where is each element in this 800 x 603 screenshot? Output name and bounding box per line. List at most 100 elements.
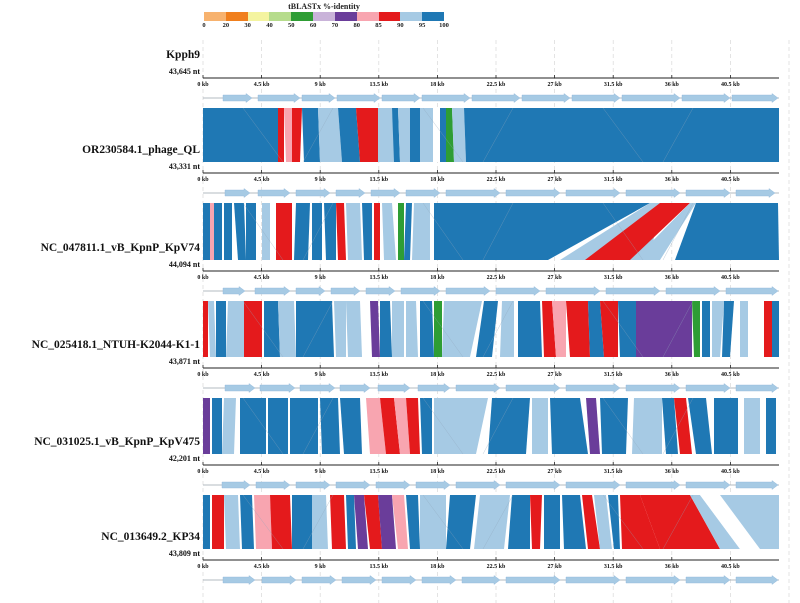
gene-arrow bbox=[625, 383, 681, 393]
legend-tick-label: 20 bbox=[222, 22, 230, 29]
genome-track: NC_047811.1_vB_KpnP_KpV74 44,094 nt 0 kb 4.… bbox=[41, 242, 779, 296]
axis-tick-label: 13.5 kb bbox=[369, 275, 388, 281]
similarity-band bbox=[290, 398, 318, 454]
hit-line bbox=[662, 494, 694, 550]
similarity-band bbox=[632, 398, 662, 454]
similarity-band bbox=[374, 203, 380, 260]
axis-tick-label: 13.5 kb bbox=[369, 564, 388, 570]
legend-swatch bbox=[422, 12, 444, 21]
similarity-band bbox=[420, 495, 446, 549]
similarity-band bbox=[312, 495, 328, 549]
gene-arrow bbox=[461, 575, 501, 585]
similarity-band bbox=[338, 108, 360, 162]
similarity-band bbox=[340, 398, 362, 454]
gene-arrow bbox=[341, 575, 377, 585]
gene-arrow bbox=[261, 575, 297, 585]
hit-line bbox=[422, 494, 464, 550]
genome-length: 43,809 nt bbox=[169, 549, 200, 558]
similarity-band bbox=[550, 398, 588, 454]
gene-arrow bbox=[381, 93, 421, 103]
hit-line bbox=[602, 300, 644, 358]
similarity-band bbox=[690, 495, 740, 549]
similarity-band bbox=[434, 301, 442, 357]
similarity-band bbox=[530, 495, 542, 549]
legend-tick-label: 85 bbox=[375, 22, 382, 29]
gene-arrow bbox=[625, 480, 681, 490]
similarity-band bbox=[208, 301, 216, 357]
genome-length: 44,094 nt bbox=[169, 260, 200, 269]
gene-arrow bbox=[735, 480, 779, 490]
similarity-band bbox=[240, 398, 266, 454]
axis-tick-label: 31.5 kb bbox=[604, 177, 623, 183]
similarity-band bbox=[434, 203, 650, 260]
similarity-band bbox=[318, 108, 342, 162]
gene-arrow bbox=[295, 188, 331, 198]
gene-arrow bbox=[521, 93, 571, 103]
similarity-band bbox=[346, 301, 362, 357]
similarity-band bbox=[588, 301, 604, 357]
similarity-band bbox=[720, 495, 779, 549]
hit-line bbox=[302, 300, 334, 358]
gene-arrow bbox=[381, 575, 417, 585]
hit-line bbox=[482, 300, 514, 358]
similarity-band bbox=[446, 495, 476, 549]
gene-arrow bbox=[505, 575, 561, 585]
gene-arrow bbox=[400, 286, 441, 296]
similarity-band bbox=[334, 301, 346, 357]
legend-swatch bbox=[269, 12, 292, 21]
gene-arrow bbox=[255, 480, 291, 490]
gene-arrow bbox=[365, 286, 396, 296]
axis-tick-label: 40.5 kb bbox=[721, 469, 740, 475]
gene-arrow bbox=[257, 188, 291, 198]
similarity-band bbox=[420, 301, 434, 357]
gene-arrow bbox=[681, 93, 731, 103]
gene-arrow bbox=[421, 93, 471, 103]
hit-line bbox=[602, 494, 644, 550]
axis-tick-label: 40.5 kb bbox=[721, 82, 740, 88]
axis-tick-label: 27 kb bbox=[548, 177, 563, 183]
similarity-band bbox=[210, 203, 214, 260]
similarity-band bbox=[406, 398, 420, 454]
gene-arrow bbox=[445, 188, 501, 198]
legend-tick-label: 40 bbox=[266, 22, 273, 29]
gene-arrow bbox=[295, 480, 331, 490]
gene-arrow bbox=[222, 286, 246, 296]
gene-arrow bbox=[471, 93, 521, 103]
gene-arrow bbox=[625, 188, 681, 198]
similarity-band bbox=[312, 203, 322, 260]
genome-name: OR230584.1_phage_QL bbox=[82, 144, 200, 156]
gene-arrow bbox=[421, 575, 457, 585]
similarity-band bbox=[380, 398, 400, 454]
similarity-band bbox=[264, 301, 280, 357]
legend-tick-label: 50 bbox=[288, 22, 295, 29]
axis-tick-label: 4.5 kb bbox=[254, 564, 270, 570]
legend-tick-label: 0 bbox=[202, 22, 206, 29]
similarity-bands bbox=[203, 107, 779, 550]
similarity-band bbox=[618, 301, 636, 357]
legend-swatch bbox=[204, 12, 226, 21]
axis-tick-label: 0 kb bbox=[197, 469, 209, 475]
axis-tick-label: 13.5 kb bbox=[369, 177, 388, 183]
similarity-band bbox=[392, 301, 404, 357]
axis-tick-label: 36 kb bbox=[665, 275, 680, 281]
similarity-band bbox=[714, 398, 738, 454]
axis-tick-label: 0 kb bbox=[197, 564, 209, 570]
similarity-band bbox=[764, 301, 772, 357]
similarity-band bbox=[634, 203, 696, 260]
gene-arrow bbox=[565, 383, 621, 393]
similarity-band bbox=[302, 108, 320, 162]
gene-arrow bbox=[731, 93, 779, 103]
similarity-band bbox=[688, 398, 712, 454]
similarity-band bbox=[476, 301, 498, 357]
gene-arrow bbox=[685, 480, 731, 490]
axis-tick-label: 27 kb bbox=[548, 564, 563, 570]
similarity-band bbox=[320, 398, 340, 454]
gene-arrow bbox=[222, 93, 253, 103]
hit-line bbox=[242, 202, 284, 261]
gene-arrow bbox=[665, 286, 721, 296]
similarity-band bbox=[370, 301, 380, 357]
similarity-band bbox=[203, 301, 208, 357]
similarity-band bbox=[620, 495, 660, 549]
hit-line bbox=[602, 107, 644, 163]
